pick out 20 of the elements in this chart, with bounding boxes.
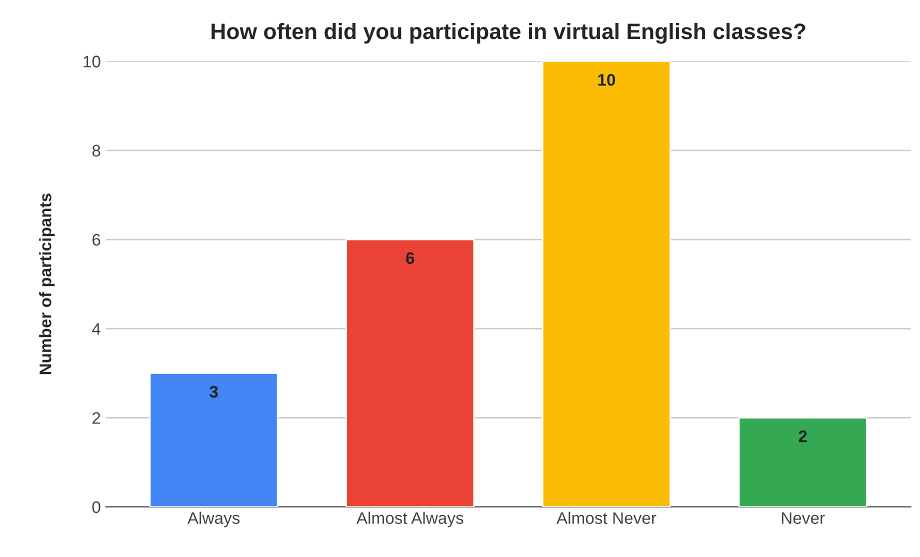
- y-tick-label: 6: [92, 234, 100, 246]
- x-tick-label: Always: [187, 512, 240, 528]
- chart-title: How often did you participate in virtual English classes?: [212, 22, 806, 44]
- x-tick-label: Almost Always: [356, 512, 464, 528]
- bar: [346, 238, 475, 507]
- x-tick-label: Never: [782, 512, 825, 524]
- y-tick-label: 0: [92, 501, 100, 514]
- data-label: 10: [598, 74, 616, 86]
- bar: [149, 372, 278, 507]
- y-axis-title: Number of participants: [39, 194, 55, 374]
- y-tick-label: 2: [92, 412, 100, 424]
- y-tick-label: 10: [84, 56, 100, 68]
- data-label: 3: [210, 386, 218, 398]
- bar: [738, 417, 868, 507]
- data-label: 6: [406, 252, 414, 264]
- data-label: 2: [798, 430, 807, 442]
- y-tick-label: 8: [92, 144, 100, 157]
- bar: [542, 61, 671, 507]
- x-tick-label: Almost Never: [556, 512, 656, 524]
- y-tick-label: 4: [92, 323, 100, 335]
